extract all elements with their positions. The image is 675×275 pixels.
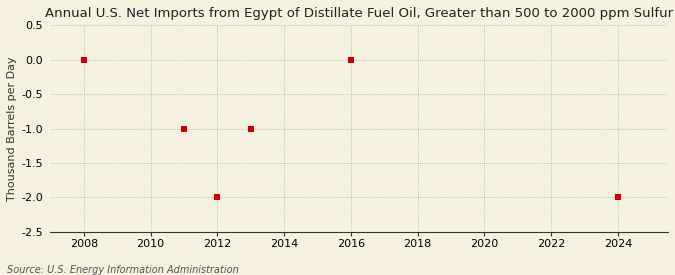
- Point: [78, 57, 89, 62]
- Point: [179, 126, 190, 131]
- Point: [246, 126, 256, 131]
- Y-axis label: Thousand Barrels per Day: Thousand Barrels per Day: [7, 56, 17, 201]
- Point: [346, 57, 356, 62]
- Text: Source: U.S. Energy Information Administration: Source: U.S. Energy Information Administ…: [7, 265, 238, 275]
- Point: [212, 195, 223, 200]
- Point: [613, 195, 624, 200]
- Title: Annual U.S. Net Imports from Egypt of Distillate Fuel Oil, Greater than 500 to 2: Annual U.S. Net Imports from Egypt of Di…: [45, 7, 674, 20]
